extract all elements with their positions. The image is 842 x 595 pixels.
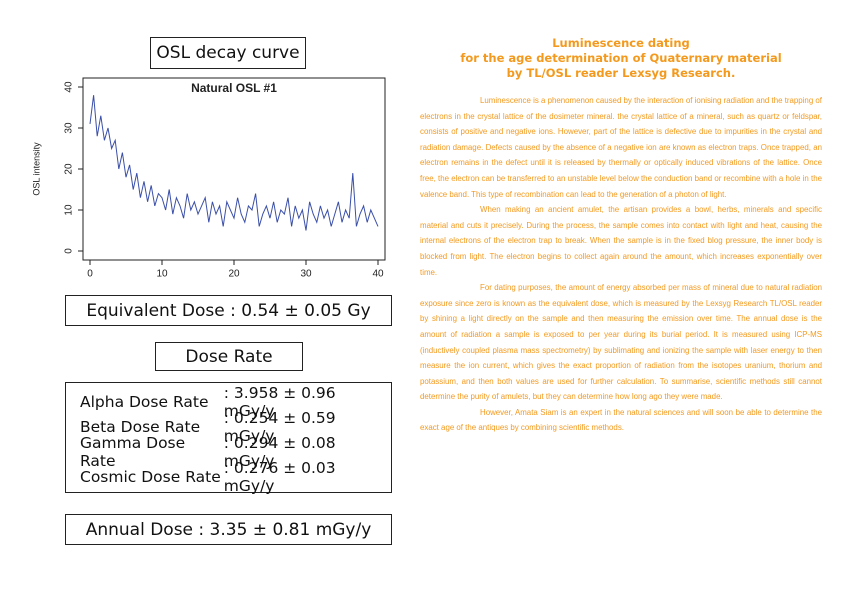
paragraph: However, Amata Siam is an expert in the …: [420, 407, 822, 433]
y-tick-label: 0: [64, 248, 75, 254]
y-tick-label: 40: [64, 81, 75, 93]
dose-rate-heading: Dose Rate: [155, 342, 303, 371]
title-line: for the age determination of Quaternary …: [460, 51, 782, 65]
annual-dose: Annual Dose : 3.35 ± 0.81 mGy/y: [65, 514, 392, 545]
chart: Natural OSL #1 OSL intensity 0 10 20 30 40 0 10 2…: [31, 77, 386, 280]
decay-line: [89, 95, 379, 231]
dose-value: : 0.276 ± 0.03 mGy/y: [223, 458, 336, 495]
equivalent-dose: Equivalent Dose : 0.54 ± 0.05 Gy: [65, 295, 392, 326]
y-tick-label: 20: [64, 163, 75, 175]
x-tick-label: 0: [87, 269, 93, 280]
dose-row: Alpha Dose Rate : 3.958 ± 0.96 mGy/y: [80, 384, 391, 420]
dose-table: Alpha Dose Rate: 3.958 ± 0.96 mGy/y Beta …: [65, 382, 392, 495]
paragraph: When making an ancient amulet, the artis…: [420, 205, 822, 277]
dose-value: : 0.294 ± 0.08 mGy/y: [223, 433, 336, 470]
x-tick-label: 10: [156, 269, 168, 280]
y-tick-label: 30: [64, 122, 75, 134]
dose-value: : 0.254 ± 0.59 mGy/y: [223, 408, 336, 445]
title-line: by TL/OSL reader Lexsyg Research.: [506, 66, 736, 80]
article-title: Luminescence dating for the age determina…: [420, 36, 822, 81]
dose-row: Gamma Dose Rate : 0.294 ± 0.08 mGy/y: [80, 434, 391, 470]
paragraph: Luminescence is a phenomenon caused by t…: [420, 96, 822, 199]
x-tick-label: 40: [372, 269, 384, 280]
y-tick-label: 10: [64, 204, 75, 216]
paragraph: For dating purposes, the amount of energ…: [420, 283, 822, 402]
chart-title: Natural OSL #1: [191, 81, 277, 95]
dose-label: Beta Dose Rate: [80, 417, 201, 436]
x-tick-label: 20: [228, 269, 240, 280]
heading: OSL decay curve: [150, 37, 306, 69]
y-axis-label: OSL intensity: [31, 142, 41, 196]
title-line: Luminescence dating: [552, 36, 690, 50]
x-tick-label: 30: [300, 269, 312, 280]
dose-row: Cosmic Dose Rate: 0.276 ± 0.03 mGy/y: [80, 459, 391, 495]
dose-value: : 3.958 ± 0.96 mGy/y: [223, 383, 336, 420]
dose-label: Alpha Dose Rate: [80, 392, 209, 411]
article: Luminescence dating for the age determina…: [420, 36, 822, 436]
dose-label: Gamma Dose Rate: [80, 433, 186, 470]
dose-row: Beta Dose Rate : 0.254 ± 0.59 mGy/y: [80, 409, 391, 445]
dose-label: Cosmic Dose Rate: [80, 467, 221, 486]
